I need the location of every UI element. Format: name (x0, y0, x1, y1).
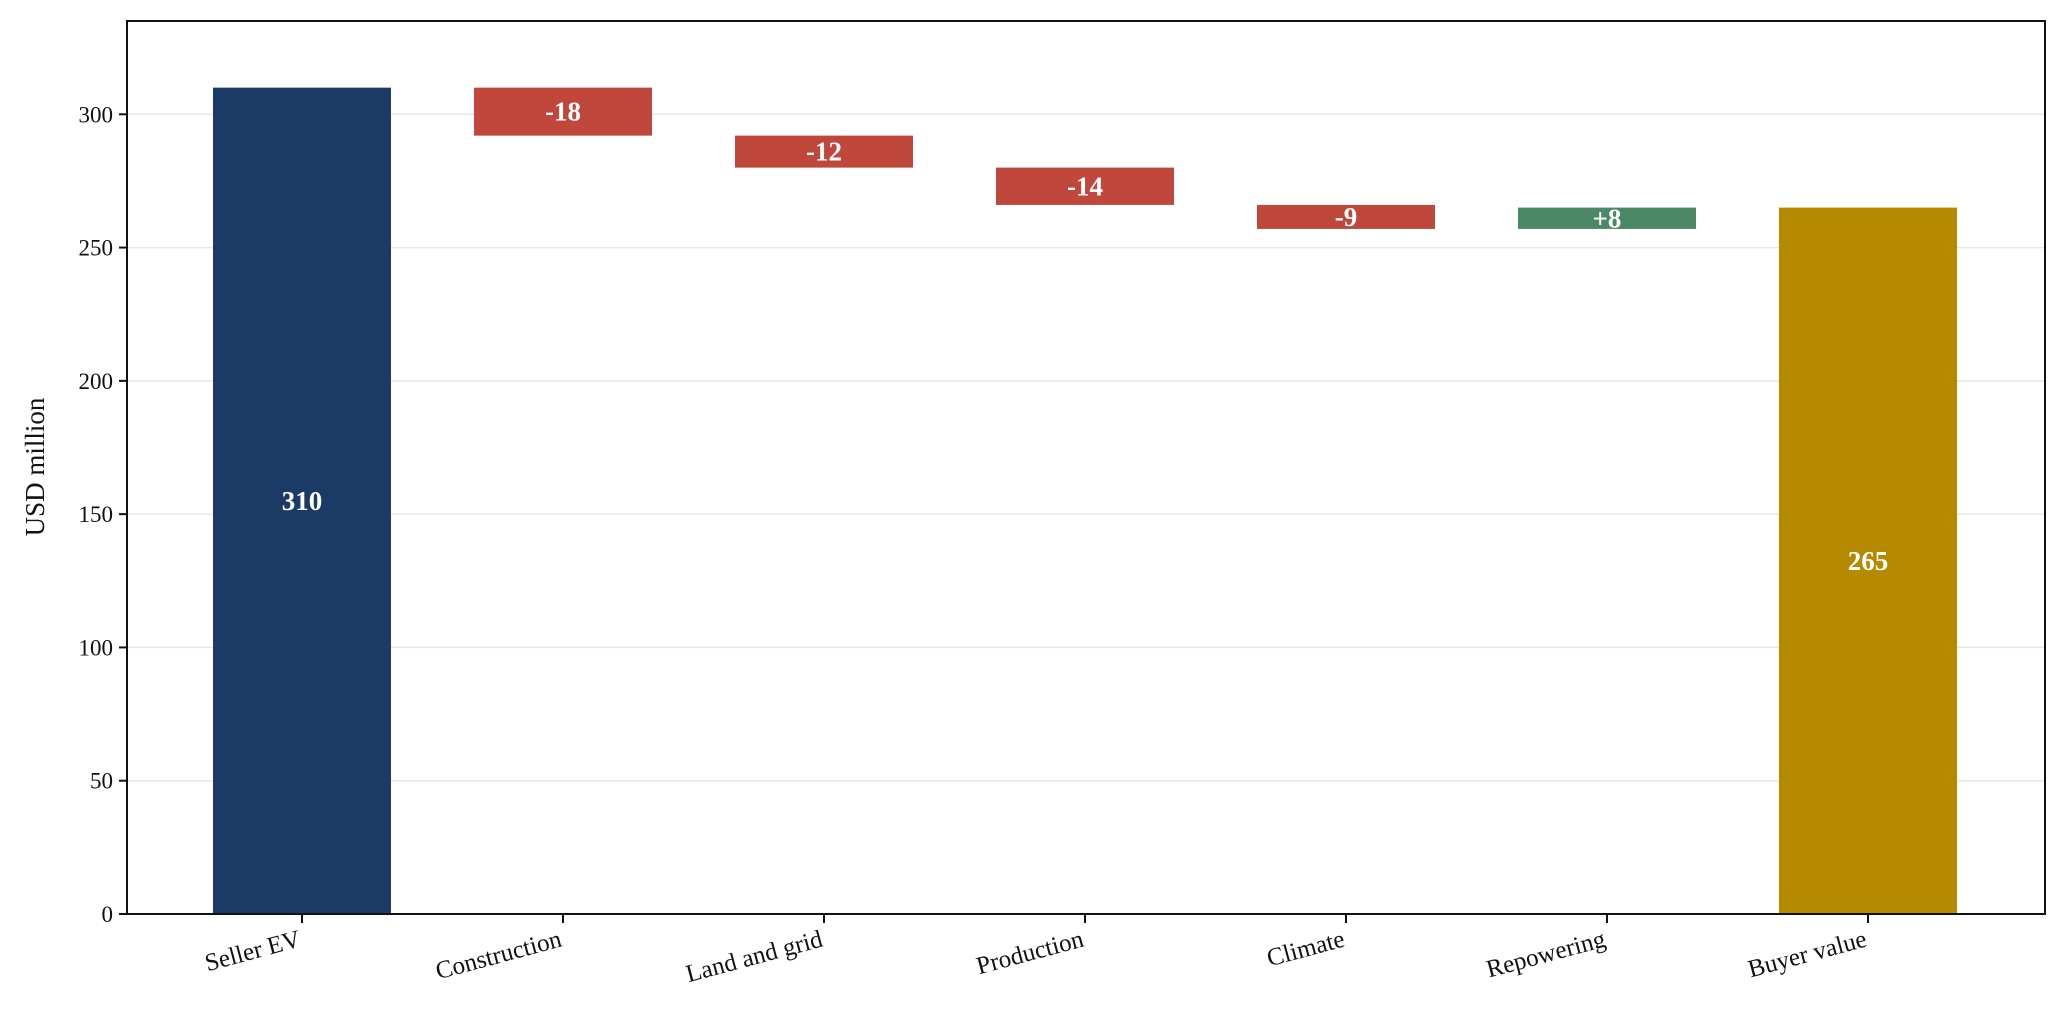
bar-production (996, 167, 1174, 205)
bar-land-and-grid (735, 135, 913, 168)
y-tick-label: 250 (79, 236, 114, 261)
x-tick-label: Production (974, 926, 1087, 981)
bar-value-labels: 310 -18 -12 -14 -9 +8 265 (282, 97, 1889, 576)
x-tick-label: Land and grid (683, 926, 826, 989)
bar-value-label: +8 (1593, 203, 1622, 233)
bar-value-label: -14 (1067, 171, 1103, 201)
bar-seller-ev (213, 87, 391, 915)
bar-value-label: -12 (806, 137, 842, 167)
bar-construction (474, 87, 652, 136)
bars (213, 87, 1957, 915)
bar-buyer-value (1779, 207, 1957, 914)
x-tick-label: Climate (1264, 926, 1347, 973)
bar-repowering (1518, 207, 1696, 229)
y-tick-label: 200 (79, 369, 114, 394)
gridlines (127, 113, 2045, 782)
y-axis-title: USD million (20, 397, 50, 536)
y-tick-label: 100 (79, 635, 114, 660)
bar-climate (1257, 204, 1435, 229)
bar-value-label: 265 (1848, 546, 1889, 576)
x-tick-label: Buyer value (1745, 926, 1869, 984)
y-tick-label: 300 (79, 102, 114, 127)
y-tick-label: 150 (79, 502, 114, 527)
x-tick-label: Construction (433, 926, 565, 986)
x-tick-label: Repowering (1484, 926, 1609, 984)
y-tick-label: 0 (102, 902, 114, 927)
x-tick-label: Seller EV (202, 926, 304, 977)
bar-value-label: -18 (545, 97, 581, 127)
bar-value-label: 310 (282, 486, 323, 516)
y-tick-label: 50 (90, 769, 113, 794)
bar-value-label: -9 (1335, 202, 1358, 232)
